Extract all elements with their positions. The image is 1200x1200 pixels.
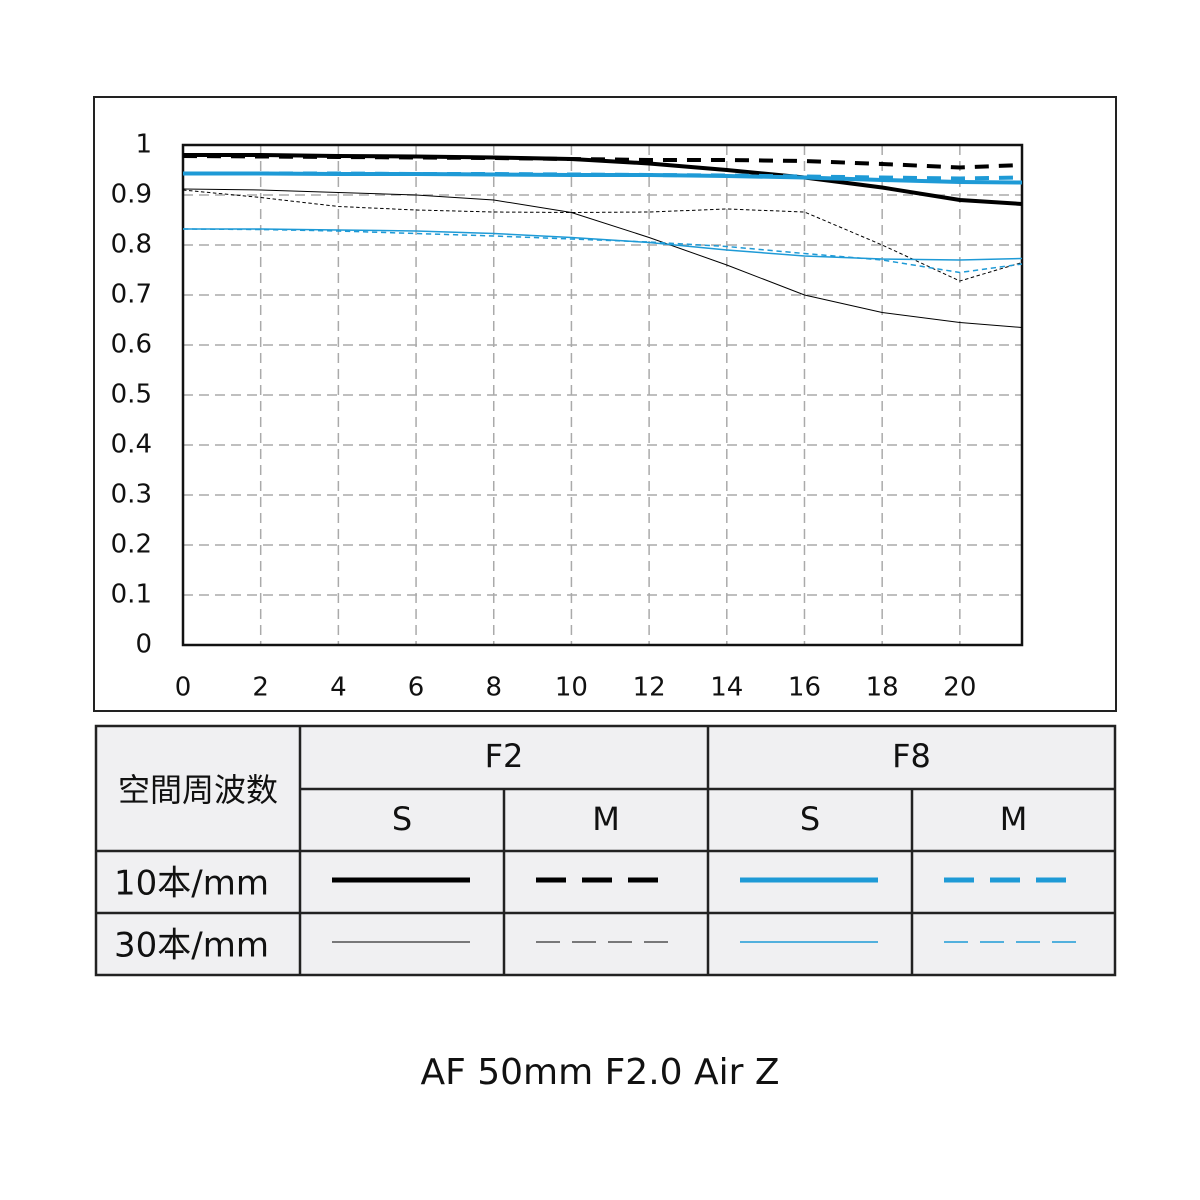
x-tick-label: 2 [252, 673, 269, 703]
y-tick-label: 0.7 [111, 280, 152, 310]
plane-label: M [1000, 800, 1028, 838]
plane-label: M [592, 800, 620, 838]
series-line [183, 171, 1023, 185]
aperture-label: F2 [485, 737, 524, 775]
legend-table: 空間周波数 F2 F8 S M S M 10本/mm 30本/mm [94, 724, 1117, 977]
y-tick-label: 0.1 [111, 580, 152, 610]
plane-label: S [800, 800, 820, 838]
y-tick-label: 0.5 [111, 380, 152, 410]
y-tick-label: 0.8 [111, 230, 152, 260]
y-tick-label: 0.9 [111, 180, 152, 210]
x-tick-label: 8 [485, 673, 502, 703]
plot-frame [181, 143, 1024, 647]
y-tick-label: 0.3 [111, 480, 152, 510]
table-corner: 空間周波数 [118, 771, 278, 809]
x-tick-label: 6 [408, 673, 425, 703]
x-tick-label: 18 [866, 673, 899, 703]
y-tick-label: 0.6 [111, 330, 152, 360]
series-line [183, 153, 1023, 206]
frequency-label: 30本/mm [114, 926, 269, 966]
series-line [182, 188, 1023, 328]
series-line [182, 189, 1023, 282]
x-tick-label: 4 [330, 673, 347, 703]
x-tick-label: 20 [943, 673, 976, 703]
frequency-label: 10本/mm [114, 864, 269, 904]
y-tick-label: 0 [135, 630, 152, 660]
x-tick-label: 12 [633, 673, 666, 703]
chart-title: AF 50mm F2.0 Air Z [420, 1052, 779, 1093]
x-tick-label: 16 [788, 673, 821, 703]
x-tick-label: 10 [555, 673, 588, 703]
x-tick-label: 14 [710, 673, 743, 703]
chart-box [93, 96, 1117, 712]
aperture-label: F8 [892, 737, 931, 775]
x-tick-label: 0 [175, 673, 192, 703]
y-tick-label: 1 [135, 130, 152, 160]
y-tick-label: 0.4 [111, 430, 152, 460]
plane-label: S [392, 800, 412, 838]
series-line [182, 228, 1023, 274]
y-tick-label: 0.2 [111, 530, 152, 560]
